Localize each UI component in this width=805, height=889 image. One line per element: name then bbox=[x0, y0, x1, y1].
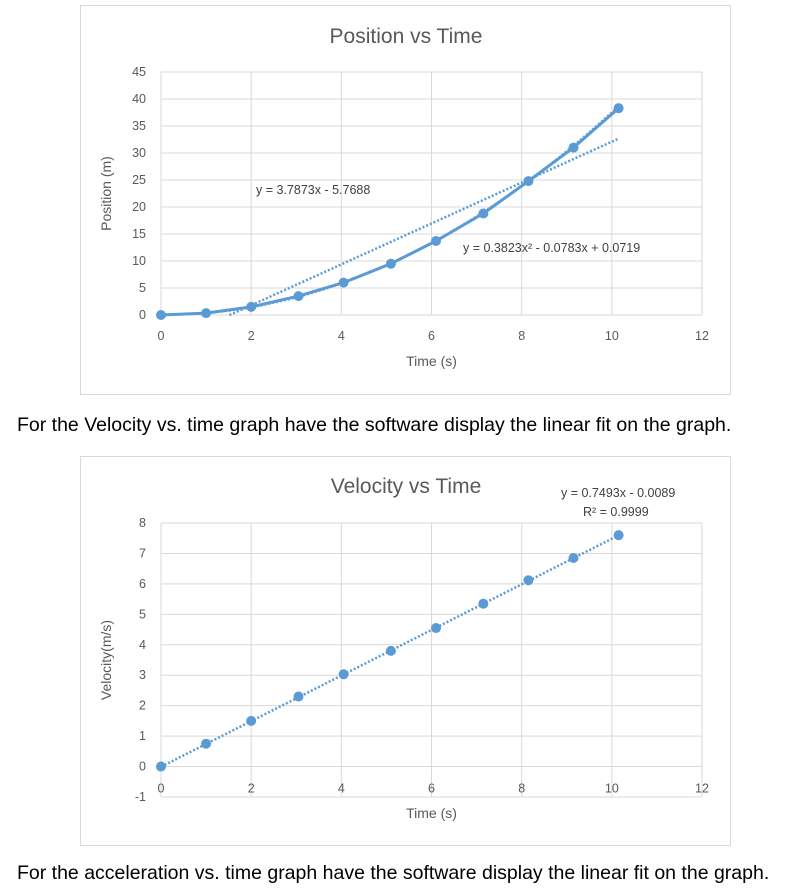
data-point bbox=[201, 738, 212, 749]
x-tick-label: 6 bbox=[428, 329, 435, 343]
data-point bbox=[478, 208, 489, 219]
velocity-vs-time-chart: Velocity vs Time -1 0 1 2 3 4 5 6 7 8 0 2 4 6 8 10 12 Time… bbox=[80, 456, 731, 846]
x-tick-label: 2 bbox=[248, 329, 255, 343]
data-point bbox=[568, 142, 579, 153]
gridlines bbox=[160, 71, 703, 316]
data-point bbox=[385, 258, 396, 269]
y-tick-label: 6 bbox=[139, 577, 146, 591]
trendline-r-squared: R² = 0.9999 bbox=[583, 505, 649, 519]
data-point bbox=[568, 553, 579, 564]
chart-title: Velocity vs Time bbox=[331, 475, 482, 498]
x-tick-label: 2 bbox=[248, 782, 255, 796]
y-tick-label: 5 bbox=[139, 281, 146, 295]
data-point bbox=[431, 236, 442, 247]
y-tick-label: 0 bbox=[139, 760, 146, 774]
x-tick-label: 0 bbox=[158, 329, 165, 343]
chart-title: Position vs Time bbox=[330, 25, 483, 48]
series-line bbox=[160, 107, 620, 317]
data-point bbox=[338, 669, 349, 680]
y-tick-label: 4 bbox=[139, 638, 146, 652]
x-tick-label: 10 bbox=[605, 329, 619, 343]
y-tick-label: 7 bbox=[139, 546, 146, 560]
data-point bbox=[613, 103, 624, 114]
y-tick-label: 0 bbox=[139, 308, 146, 322]
data-point bbox=[201, 308, 212, 319]
acceleration-instruction-text: For the acceleration vs. time graph have… bbox=[17, 862, 770, 884]
x-tick-label: 4 bbox=[338, 782, 345, 796]
data-point bbox=[478, 598, 489, 609]
y-tick-label: 1 bbox=[139, 729, 146, 743]
gridlines bbox=[160, 522, 703, 798]
x-axis-title: Time (s) bbox=[406, 353, 457, 369]
y-tick-label: 30 bbox=[132, 146, 146, 160]
y-tick-label: 25 bbox=[132, 173, 146, 187]
data-point bbox=[431, 623, 442, 634]
trendline-equation: y = 0.7493x - 0.0089 bbox=[561, 486, 675, 500]
y-tick-label: -1 bbox=[135, 790, 146, 804]
position-chart-svg: Position vs Time 0 5 10 15 20 25 30 35 40 45 0 2 4 6 8 1… bbox=[98, 25, 709, 369]
data-point bbox=[293, 291, 304, 302]
data-point bbox=[338, 277, 349, 288]
data-point bbox=[246, 301, 257, 312]
data-point bbox=[156, 761, 166, 772]
y-tick-label: 5 bbox=[139, 607, 146, 621]
velocity-instruction-text: For the Velocity vs. time graph have the… bbox=[17, 414, 732, 436]
polynomial-trendline bbox=[161, 105, 620, 316]
x-tick-label: 0 bbox=[158, 782, 165, 796]
y-tick-label: 20 bbox=[132, 200, 146, 214]
trendline-equation: y = 3.7873x - 5.7688 bbox=[256, 183, 370, 197]
y-tick-label: 15 bbox=[132, 227, 146, 241]
x-tick-label: 8 bbox=[518, 782, 525, 796]
x-axis-title: Time (s) bbox=[406, 805, 457, 821]
position-vs-time-chart: Position vs Time 0 5 10 15 20 25 30 35 40 45 0 2 4 6 8 1… bbox=[80, 5, 731, 395]
data-point bbox=[523, 575, 534, 586]
y-tick-label: 40 bbox=[132, 92, 146, 106]
linear-trendline bbox=[228, 137, 620, 317]
y-tick-label: 10 bbox=[132, 254, 146, 268]
data-point bbox=[293, 691, 304, 702]
y-tick-label: 3 bbox=[139, 668, 146, 682]
y-tick-label: 8 bbox=[139, 516, 146, 530]
data-point bbox=[613, 530, 624, 541]
data-point bbox=[246, 715, 257, 726]
y-tick-label: 2 bbox=[139, 699, 146, 713]
data-point bbox=[156, 310, 166, 320]
data-point bbox=[523, 176, 534, 187]
x-tick-label: 12 bbox=[695, 782, 709, 796]
y-tick-label: 45 bbox=[132, 65, 146, 79]
trendline-equation: y = 0.3823x² - 0.0783x + 0.0719 bbox=[463, 241, 640, 255]
x-tick-label: 12 bbox=[695, 329, 709, 343]
x-tick-label: 10 bbox=[605, 782, 619, 796]
x-tick-label: 8 bbox=[518, 329, 525, 343]
y-axis-title: Velocity(m/s) bbox=[98, 620, 114, 700]
data-point bbox=[385, 645, 396, 656]
y-tick-label: 35 bbox=[132, 119, 146, 133]
x-tick-label: 6 bbox=[428, 782, 435, 796]
x-tick-label: 4 bbox=[338, 329, 345, 343]
y-axis-title: Position (m) bbox=[98, 156, 114, 231]
